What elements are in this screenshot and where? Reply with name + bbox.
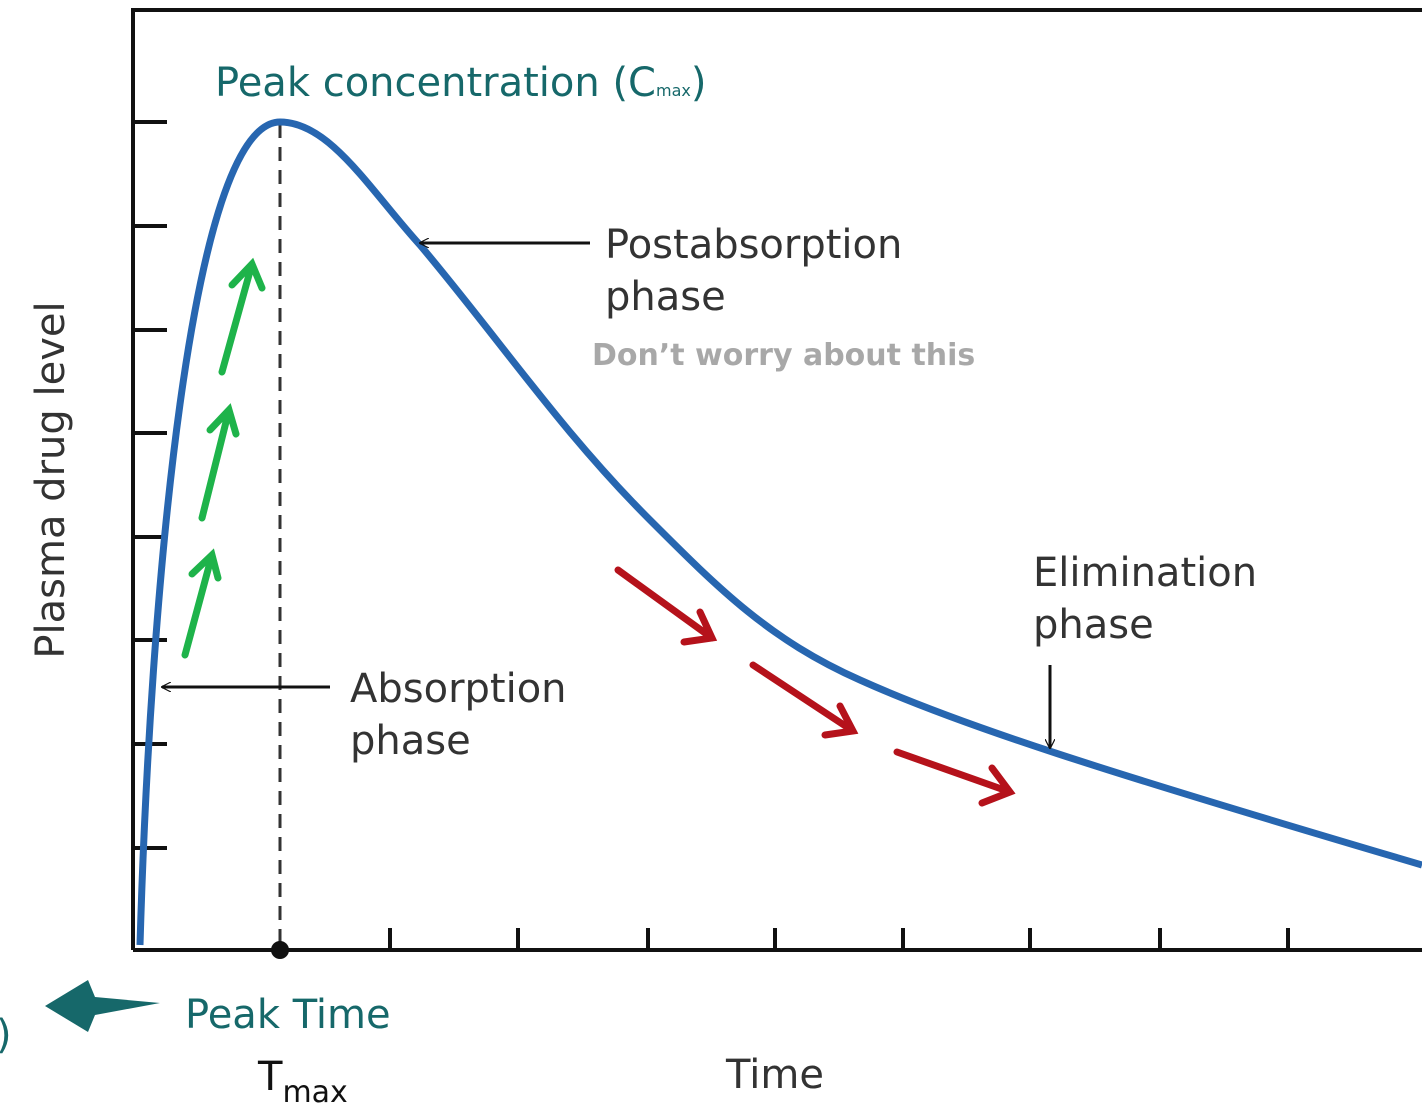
annotation-note: Don’t worry about this: [592, 338, 975, 373]
rise-arrows: [181, 257, 266, 659]
concentration-curve: [136, 118, 1422, 946]
annotation-line: phase: [605, 274, 726, 320]
fall-arrows: [614, 566, 1016, 807]
annotation-line: Elimination: [1033, 550, 1257, 596]
title-subscript: max: [656, 81, 691, 100]
edge-text: ): [0, 1012, 12, 1058]
annotation-line: Absorption: [350, 666, 567, 712]
y-axis-label: Plasma drug level: [28, 301, 74, 658]
title: Peak concentration (Cmax): [215, 60, 706, 106]
pointer-arrows: [162, 243, 1050, 748]
peak-time-dot: [271, 941, 289, 959]
title-close: ): [691, 60, 707, 106]
symbol: T: [257, 1054, 283, 1100]
x-axis-label: Time: [725, 1052, 824, 1098]
peak-time-label: Peak Time: [185, 992, 391, 1038]
annotation-line: Postabsorption: [605, 222, 902, 268]
peak-time-symbol: Tmax: [257, 1054, 348, 1110]
title-text: Peak concentration (C: [215, 60, 656, 106]
frame: [131, 8, 1422, 952]
left-arrow: [45, 980, 160, 1032]
symbol-subscript: max: [282, 1075, 347, 1110]
annotation-line: phase: [350, 718, 471, 764]
x-ticks: [388, 928, 1290, 950]
annotation-line: phase: [1033, 602, 1154, 648]
